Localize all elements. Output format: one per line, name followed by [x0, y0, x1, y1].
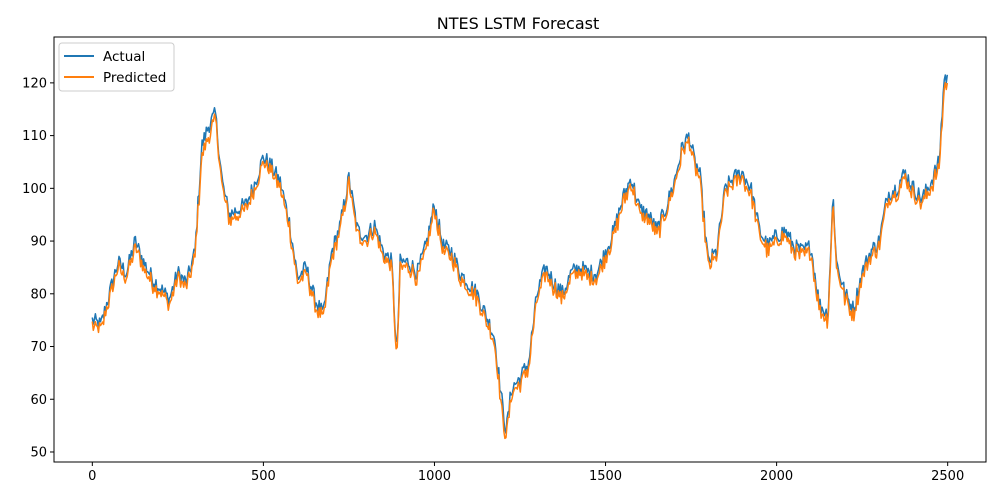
x-axis: 0 500 1000 1500 2000 2500: [88, 462, 964, 484]
y-tick-label: 110: [22, 129, 47, 144]
x-tick-label: 1500: [589, 469, 622, 484]
legend-label-actual: Actual: [103, 49, 145, 65]
y-tick-label: 100: [22, 182, 47, 197]
x-tick-label: 2500: [931, 469, 964, 484]
y-tick-label: 80: [30, 287, 47, 302]
y-tick-label: 50: [30, 445, 47, 460]
series-line-actual: [91, 74, 949, 435]
x-tick-label: 500: [251, 469, 276, 484]
legend-label-predicted: Predicted: [103, 70, 166, 86]
y-tick-label: 120: [22, 76, 47, 91]
x-tick-label: 1000: [418, 469, 451, 484]
series-line-predicted: [91, 82, 949, 440]
legend: Actual Predicted: [58, 42, 175, 92]
x-tick-label: 2000: [760, 469, 793, 484]
series-lines: [91, 74, 949, 440]
plot-frame: [53, 36, 987, 463]
y-tick-label: 90: [30, 235, 47, 250]
chart-title: NTES LSTM Forecast: [437, 14, 600, 33]
y-tick-label: 60: [30, 393, 47, 408]
y-axis: 50 60 70 80 90 100 110 120: [22, 76, 54, 460]
y-tick-label: 70: [30, 340, 47, 355]
x-tick-label: 0: [88, 469, 96, 484]
